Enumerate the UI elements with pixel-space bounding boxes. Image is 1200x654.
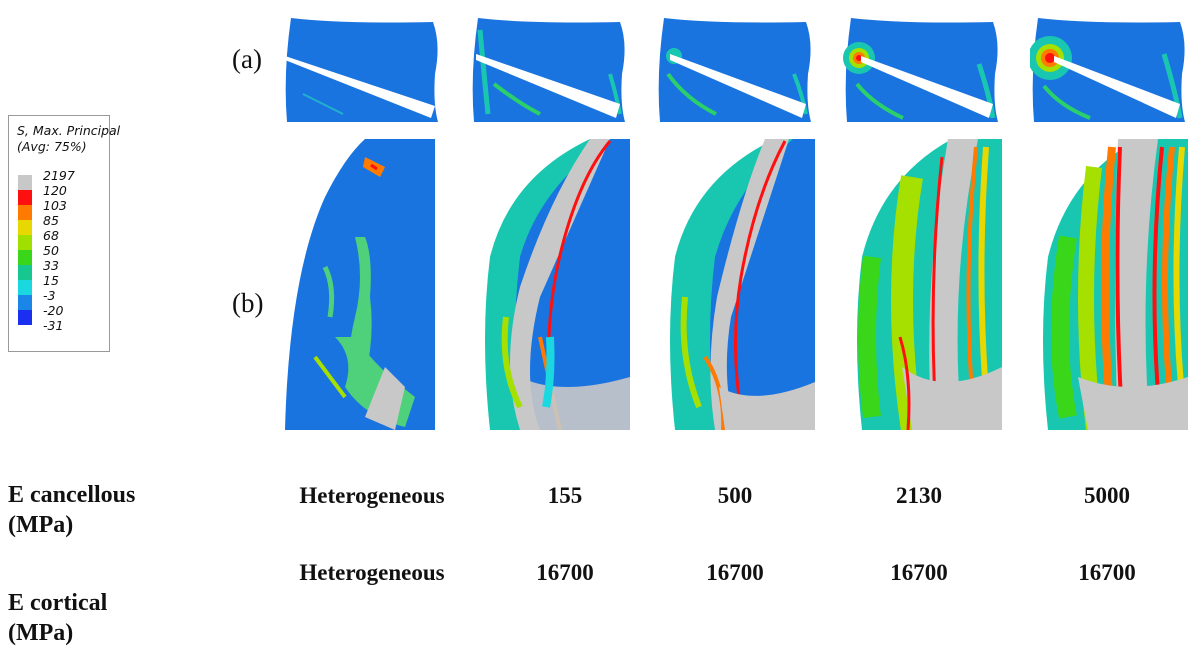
legend-swatch — [18, 205, 32, 220]
legend-tick-label: 33 — [43, 258, 59, 273]
legend-tick-label: 50 — [43, 243, 59, 258]
legend-title: S, Max. Principal (Avg: 75%) — [17, 123, 120, 155]
legend-tick-label: 120 — [43, 183, 67, 198]
legend-tick-label: 15 — [43, 273, 59, 288]
model-b-155 — [485, 139, 630, 430]
model-a-2130 — [843, 18, 998, 122]
legend-tick-label: 68 — [43, 228, 59, 243]
legend-tick-label: -20 — [43, 303, 64, 318]
model-b-heterogeneous — [285, 139, 435, 430]
cell-cortical-4: 16700 — [890, 560, 948, 585]
legend-swatch — [18, 190, 32, 205]
stress-legend: S, Max. Principal (Avg: 75%) 2197 120 103 8… — [8, 115, 120, 352]
cell-cortical-2: 16700 — [536, 560, 594, 585]
legend-swatch — [18, 265, 32, 280]
row-label-cortical-line1: E cortical — [8, 590, 108, 616]
panel-label-a: (a) — [232, 44, 262, 74]
legend-tick-label: 2197 — [43, 168, 75, 183]
legend-swatch — [18, 295, 32, 310]
cell-cancellous-3: 500 — [717, 483, 753, 508]
legend-swatch — [18, 280, 32, 295]
legend-tick-label: -3 — [43, 288, 56, 303]
legend-title-line1: S, Max. Principal — [17, 123, 121, 138]
legend-swatch — [18, 250, 32, 265]
model-b-500 — [670, 139, 815, 430]
legend-swatch — [18, 235, 32, 250]
row-label-cortical: E cortical (MPa) — [8, 588, 107, 648]
legend-title-line2: (Avg: 75%) — [17, 139, 87, 154]
model-a-155 — [472, 18, 625, 122]
cell-cancellous-1: Heterogeneous — [299, 483, 445, 508]
legend-swatch — [18, 310, 32, 325]
model-b-2130 — [857, 139, 1002, 430]
legend-color-bar — [18, 175, 32, 325]
row-label-cancellous-line1: E cancellous — [8, 482, 136, 508]
model-a-5000 — [1030, 18, 1185, 122]
legend-tick-label: -31 — [43, 318, 64, 333]
legend-swatch — [18, 175, 32, 190]
legend-swatch — [18, 220, 32, 235]
model-b-5000 — [1043, 139, 1188, 430]
model-a-500 — [658, 18, 811, 122]
panel-label-b: (b) — [232, 288, 264, 318]
row-label-cortical-line2: (MPa) — [8, 620, 74, 646]
cell-cortical-5: 16700 — [1078, 560, 1136, 585]
cell-cortical-3: 16700 — [706, 560, 764, 585]
row-label-cancellous: E cancellous (MPa) — [8, 480, 135, 540]
model-a-heterogeneous — [285, 18, 438, 122]
row-label-cancellous-line2: (MPa) — [8, 512, 74, 538]
cell-cancellous-5: 5000 — [1084, 483, 1130, 508]
cell-cortical-1: Heterogeneous — [299, 560, 445, 585]
cell-cancellous-2: 155 — [547, 483, 583, 508]
legend-tick-label: 85 — [43, 213, 59, 228]
cell-cancellous-4: 2130 — [896, 483, 942, 508]
legend-tick-label: 103 — [43, 198, 67, 213]
